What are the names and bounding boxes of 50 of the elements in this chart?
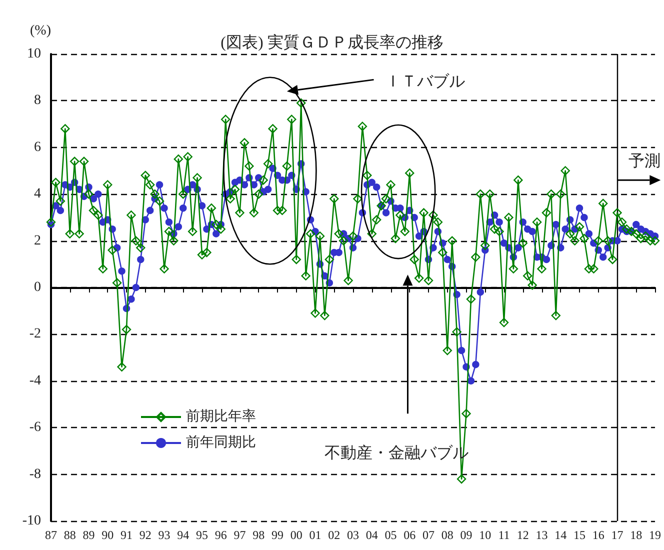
x-tick-label: 98 xyxy=(252,528,265,542)
y-tick-label: 8 xyxy=(34,93,41,108)
y-tick-label: 2 xyxy=(34,233,41,248)
x-tick-label: 99 xyxy=(272,528,284,542)
x-tick-label: 13 xyxy=(536,528,548,542)
x-tick-label: 14 xyxy=(554,528,567,542)
x-tick-label: 08 xyxy=(441,528,454,542)
x-tick-label: 06 xyxy=(404,528,416,542)
x-tick-label: 07 xyxy=(422,528,434,542)
x-tick-label: 09 xyxy=(460,528,472,542)
x-tick-label: 93 xyxy=(158,528,170,542)
x-tick-label: 17 xyxy=(611,528,624,542)
x-tick-label: 12 xyxy=(516,528,529,542)
x-tick-label: 96 xyxy=(214,528,227,542)
x-tick-label: 10 xyxy=(479,528,492,542)
y-tick-label: 4 xyxy=(34,186,41,202)
x-tick-label: 01 xyxy=(309,528,322,542)
x-tick-label: 87 xyxy=(45,528,57,542)
ref-line-label: 予測 xyxy=(628,152,661,170)
x-tick-label: 18 xyxy=(630,528,642,542)
x-tick-label: 97 xyxy=(234,528,246,542)
x-tick-label: 88 xyxy=(64,528,76,542)
y-tick-label: 10 xyxy=(27,46,41,62)
x-tick-label: 90 xyxy=(102,528,114,542)
x-tick-label: 89 xyxy=(82,528,95,542)
x-tick-label: 16 xyxy=(592,528,604,542)
chart-title: (図表) 実質ＧＤＰ成長率の推移 xyxy=(220,34,444,52)
y-tick-label: -2 xyxy=(29,326,41,342)
x-tick-label: 19 xyxy=(649,528,661,542)
y-tick-label: 6 xyxy=(34,140,41,155)
y-axis-title: (%) xyxy=(30,24,52,38)
x-tick-label: 03 xyxy=(347,528,359,542)
x-tick-label: 94 xyxy=(177,528,190,542)
y-tick-label: 0 xyxy=(34,280,41,295)
y-tick-label: -4 xyxy=(29,373,41,388)
x-tick-label: 05 xyxy=(384,528,397,542)
x-tick-label: 95 xyxy=(196,528,208,542)
x-tick-label: 11 xyxy=(498,528,510,542)
y-tick-label: -6 xyxy=(29,420,41,436)
x-tick-label: 00 xyxy=(290,528,302,542)
legend-label: 前期比年率 xyxy=(186,408,256,424)
annotation: ＩＴバブル xyxy=(385,72,466,91)
legend-label: 前年同期比 xyxy=(186,434,256,450)
x-tick-label: 02 xyxy=(328,528,340,542)
y-tick-label: -8 xyxy=(29,466,41,482)
y-tick-label: -10 xyxy=(22,514,41,528)
x-tick-label: 15 xyxy=(574,528,586,542)
x-tick-label: 91 xyxy=(120,528,132,542)
x-tick-label: 04 xyxy=(366,528,378,542)
x-tick-label: 92 xyxy=(139,528,152,542)
